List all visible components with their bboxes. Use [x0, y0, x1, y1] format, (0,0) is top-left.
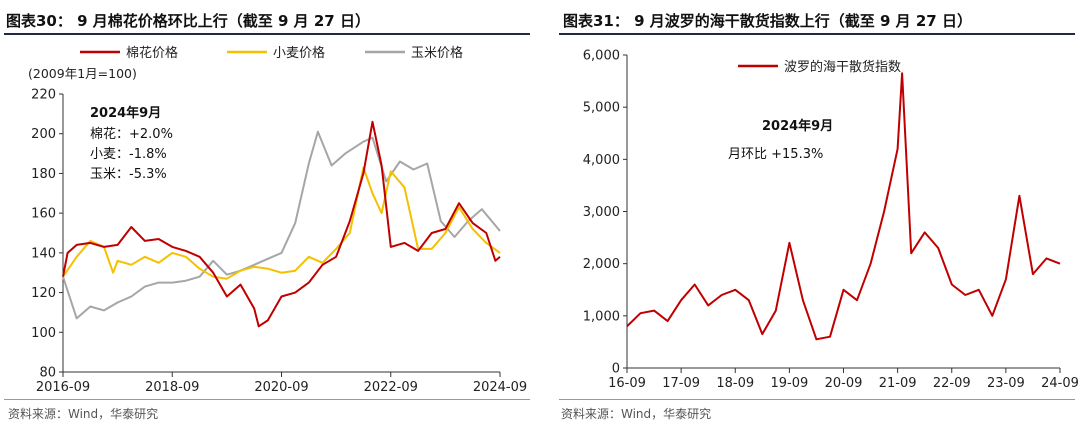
x-tick-label: 17-09: [662, 376, 700, 391]
source-note: 资料来源：Wind，华泰研究: [561, 407, 712, 421]
y-tick-label: 160: [31, 207, 56, 222]
y-tick-label: 0: [612, 362, 620, 377]
y-tick-label: 6,000: [583, 49, 620, 64]
y-tick-label: 120: [31, 286, 56, 301]
series-line: [62, 130, 501, 320]
annotation-line: 小麦：-1.8%: [90, 147, 167, 162]
annotation-line: 玉米：-5.3%: [90, 167, 167, 182]
x-tick-label: 18-09: [716, 376, 754, 391]
y-tick-label: 2,000: [583, 257, 620, 272]
x-tick-label: 2020-09: [254, 380, 308, 395]
y-tick-label: 1,000: [583, 309, 620, 324]
y-tick-label: 140: [31, 246, 56, 261]
annotation-line: 棉花：+2.0%: [90, 126, 173, 142]
chart-panel-bdi: 图表31： 9 月波罗的海干散货指数上行（截至 9 月 27 日） 0 1,000…: [555, 0, 1080, 433]
x-tick-label: 22-09: [933, 376, 971, 391]
chart-panel-cotton: 图表30： 9 月棉花价格环比上行（截至 9 月 27 日） 80 100 120 1…: [4, 12, 530, 421]
y-tick-label: 80: [39, 366, 56, 381]
legend-label: 棉花价格: [126, 45, 178, 61]
x-tick-label: 20-09: [825, 376, 863, 391]
y-tick-label: 4,000: [583, 153, 620, 168]
title-divider: [559, 33, 1075, 35]
x-tick-label: 2016-09: [36, 380, 90, 395]
y-tick-label: 3,000: [583, 205, 620, 220]
legend-label: 小麦价格: [273, 45, 325, 61]
bdi-chart: 0 1,000 2,000 3,000 4,000 5,000 6,000 16-09 17-0…: [583, 49, 1079, 392]
x-tick-label: 24-09: [1041, 376, 1079, 391]
annotation-line: 月环比 +15.3%: [728, 147, 823, 162]
y-tick-label: 5,000: [583, 101, 620, 116]
commodity-price-chart: 80 100 120 140 160 180 200 220 2016-09 2018-09 202…: [28, 45, 527, 395]
x-tick-label: 2024-09: [473, 380, 527, 395]
y-tick-label: 200: [31, 127, 56, 142]
legend-label: 玉米价格: [411, 45, 463, 61]
chart-title: 图表31： 9 月波罗的海干散货指数上行（截至 9 月 27 日）: [563, 12, 972, 30]
annotation-heading: 2024年9月: [762, 118, 833, 134]
x-tick-label: 2022-09: [364, 380, 418, 395]
series-line: [62, 120, 501, 328]
x-tick-label: 19-09: [770, 376, 808, 391]
y-axis-unit: (2009年1月=100): [28, 66, 137, 81]
source-divider: [4, 399, 530, 400]
x-tick-label: 2018-09: [145, 380, 199, 395]
x-tick-label: 16-09: [608, 376, 646, 391]
annotation-heading: 2024年9月: [90, 105, 161, 121]
y-tick-label: 180: [31, 167, 56, 182]
y-tick-label: 100: [31, 326, 56, 341]
series-line: [626, 72, 1061, 341]
title-divider: [4, 33, 530, 35]
x-tick-label: 23-09: [987, 376, 1025, 391]
legend-label: 波罗的海干散货指数: [784, 59, 901, 75]
x-tick-label: 21-09: [879, 376, 917, 391]
source-divider: [559, 399, 1075, 400]
chart-title: 图表30： 9 月棉花价格环比上行（截至 9 月 27 日）: [6, 12, 370, 30]
source-note: 资料来源：Wind，华泰研究: [8, 407, 159, 421]
series-line: [62, 166, 501, 280]
y-tick-label: 220: [31, 88, 56, 103]
